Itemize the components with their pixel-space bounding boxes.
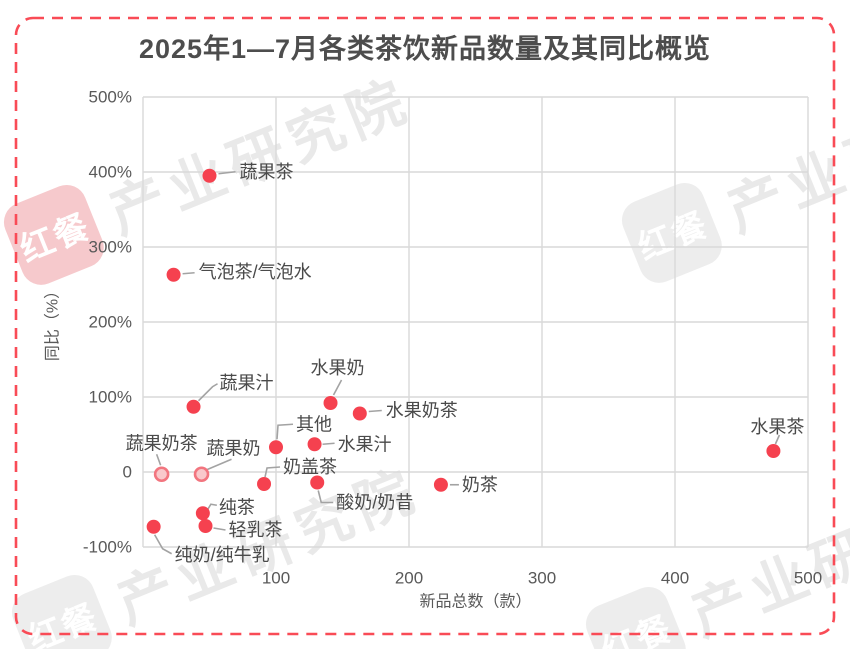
data-point (146, 519, 161, 534)
leader-line (317, 490, 334, 504)
leader-line (205, 458, 232, 471)
leader-line (213, 527, 226, 531)
data-point-label: 纯奶/纯牛乳 (175, 545, 270, 565)
leader-line (207, 503, 217, 510)
data-point-label: 蔬果奶 (207, 438, 261, 458)
leader-line (276, 423, 294, 440)
x-tick-label: 400 (661, 569, 689, 588)
y-tick-label: 300% (89, 238, 132, 257)
y-tick-label: 400% (89, 163, 132, 182)
data-point-label: 蔬果汁 (220, 373, 274, 393)
y-tick-label: 200% (89, 313, 132, 332)
data-point-label: 纯茶 (219, 497, 255, 517)
data-point-label: 蔬果奶茶 (126, 433, 198, 453)
data-point-label: 奶盖茶 (283, 457, 337, 477)
page-title: 2025年1—7月各类茶饮新品数量及其同比概览 (138, 34, 712, 64)
data-point (307, 437, 322, 452)
x-tick-label: 300 (528, 569, 556, 588)
data-point (352, 406, 367, 421)
data-point-label: 蔬果茶 (240, 162, 294, 182)
x-axis-title: 新品总数（款） (419, 593, 531, 611)
data-point-label: 水果茶 (750, 417, 804, 437)
leader-line (368, 409, 382, 413)
data-point (202, 168, 217, 183)
leader-line (182, 271, 195, 275)
data-point-label: 水果奶茶 (386, 401, 458, 421)
data-point (153, 466, 170, 483)
x-tick-label: 200 (395, 569, 423, 588)
data-point (257, 477, 272, 491)
y-tick-label: -100% (83, 538, 132, 557)
y-tick-label: 0 (123, 463, 132, 482)
data-point-label: 水果汁 (338, 434, 392, 454)
data-point (269, 440, 283, 455)
leader-line (197, 383, 218, 402)
data-point (193, 466, 210, 483)
data-point (195, 506, 210, 521)
leader-line (155, 453, 162, 466)
x-tick-label: 500 (794, 569, 822, 588)
leader-line (153, 534, 173, 555)
data-point-label: 其他 (296, 414, 332, 434)
data-point (198, 519, 213, 533)
data-point-label: 酸奶/奶昔 (336, 493, 413, 513)
data-point (166, 267, 181, 282)
data-point (766, 444, 781, 458)
data-point-label: 奶茶 (462, 475, 498, 495)
x-tick-label: 100 (262, 569, 290, 588)
data-point-label: 轻乳茶 (229, 520, 283, 540)
y-tick-label: 100% (89, 388, 132, 407)
y-tick-label: 500% (89, 88, 132, 107)
data-point (323, 396, 338, 410)
leader-line (332, 379, 343, 396)
data-point (433, 477, 448, 492)
y-axis-title: 同比（%） (44, 283, 62, 361)
data-point (310, 475, 325, 490)
data-point-label: 气泡茶/气泡水 (199, 262, 312, 282)
data-point (186, 399, 201, 414)
data-point-label: 水果奶 (311, 358, 365, 378)
leader-line (322, 442, 335, 446)
